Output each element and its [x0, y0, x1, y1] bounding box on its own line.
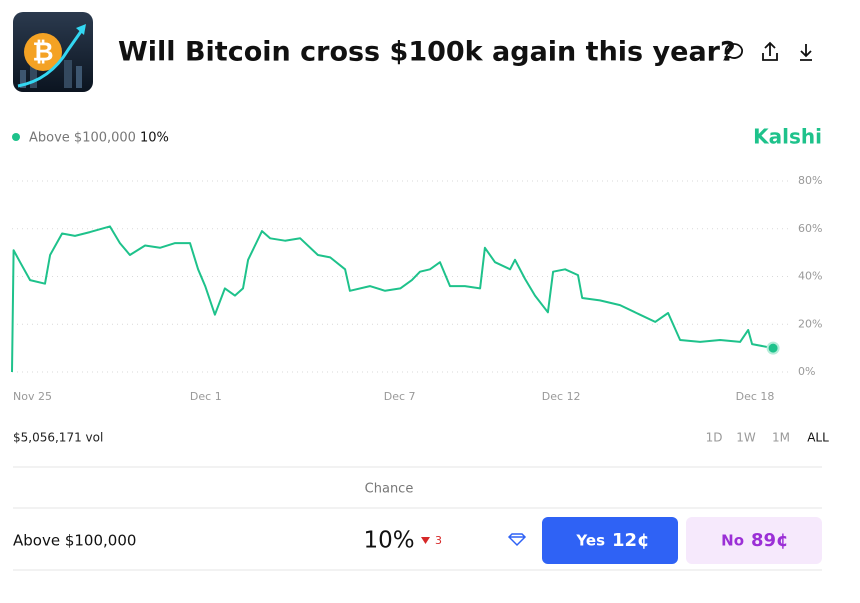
- legend-label: Above $100,000: [29, 131, 136, 146]
- y-tick-label: 20%: [798, 317, 822, 330]
- current-point: [766, 341, 780, 355]
- x-tick-label: Dec 7: [384, 390, 416, 403]
- column-header: Chance: [365, 482, 414, 497]
- boost-icon: [507, 533, 527, 547]
- outcome-name: Above $100,000: [13, 532, 136, 550]
- legend-dot: [12, 133, 20, 141]
- market-title: Will Bitcoin cross $100k again this year…: [118, 37, 736, 68]
- no-price: 89¢: [751, 530, 789, 551]
- no-label: No: [721, 532, 744, 550]
- volume: $5,056,171 vol: [13, 431, 103, 445]
- yes-price: 12¢: [612, 530, 650, 551]
- range-button[interactable]: 1M: [772, 431, 790, 445]
- price-line: [11, 225, 774, 373]
- yes-label: Yes: [575, 532, 605, 550]
- brand-logo: Kalshi: [753, 125, 822, 149]
- market-thumbnail: ₿: [13, 12, 93, 92]
- x-tick-label: Dec 18: [736, 390, 775, 403]
- range-button[interactable]: ALL: [807, 431, 829, 445]
- range-selector: 1D 1W 1M ALL: [706, 431, 830, 445]
- yes-button[interactable]: Yes 12¢: [542, 517, 678, 564]
- x-tick-label: Nov 25: [13, 390, 52, 403]
- download-button[interactable]: [800, 44, 812, 61]
- range-button[interactable]: 1D: [706, 431, 723, 445]
- range-button[interactable]: 1W: [736, 431, 756, 445]
- comment-button[interactable]: [723, 43, 743, 61]
- svg-text:₿: ₿: [32, 38, 53, 68]
- chance-change: 3: [435, 534, 442, 547]
- price-chart: 0% 20% 40% 60% 80% Nov 25 Dec 1 Dec 7 Dec 12 Dec …: [11, 174, 822, 403]
- y-tick-label: 80%: [798, 174, 822, 187]
- x-tick-label: Dec 12: [542, 390, 581, 403]
- down-arrow: [421, 537, 430, 544]
- legend-value: 10%: [140, 131, 169, 146]
- y-tick-label: 60%: [798, 222, 822, 235]
- outcome-chance: 10%: [363, 528, 414, 554]
- x-tick-label: Dec 1: [190, 390, 222, 403]
- y-tick-label: 0%: [798, 365, 815, 378]
- no-button[interactable]: No 89¢: [686, 517, 822, 564]
- y-tick-label: 40%: [798, 270, 822, 283]
- share-button[interactable]: [762, 41, 778, 61]
